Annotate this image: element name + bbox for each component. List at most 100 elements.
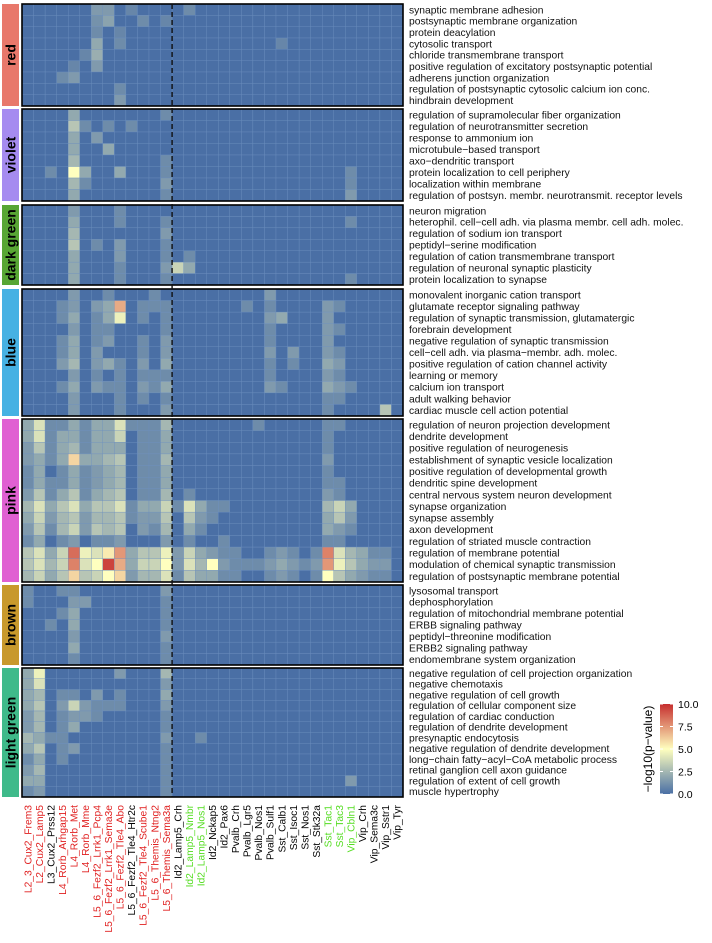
heatmap-cell: [91, 94, 103, 107]
heatmap-cell: [264, 335, 277, 347]
heatmap-cell: [56, 143, 69, 156]
group-strip-blue: [2, 289, 19, 416]
heatmap-cell: [102, 261, 115, 274]
heatmap-cell: [171, 667, 184, 679]
heatmap-cell: [322, 488, 334, 501]
heatmap-cell: [114, 558, 127, 571]
heatmap-cell: [287, 558, 300, 571]
heatmap-cell: [206, 261, 219, 274]
heatmap-cell: [264, 453, 277, 466]
heatmap-cell: [206, 216, 219, 229]
heatmap-cell: [56, 71, 69, 84]
heatmap-cell: [322, 641, 334, 654]
colorbar-title: −log10(p−value): [641, 706, 655, 793]
heatmap-cell: [322, 15, 334, 27]
heatmap-cell: [206, 49, 219, 61]
heatmap-cell: [91, 667, 103, 679]
heatmap-cell: [183, 558, 196, 571]
heatmap-cell: [322, 300, 334, 313]
heatmap-cell: [310, 558, 323, 571]
heatmap-cell: [79, 227, 92, 240]
heatmap-cell: [333, 418, 346, 431]
heatmap-cell: [356, 570, 369, 583]
heatmap-cell: [195, 418, 207, 431]
heatmap-cell: [391, 335, 404, 347]
heatmap-cell: [160, 358, 173, 370]
heatmap-cell: [171, 335, 184, 347]
heatmap-cell: [275, 404, 288, 417]
colorbar: [660, 704, 673, 794]
heatmap-cell: [44, 653, 57, 666]
heatmap-cell: [298, 678, 311, 690]
heatmap-cell: [137, 700, 150, 712]
heatmap-cell: [206, 700, 219, 712]
heatmap-cell: [125, 154, 138, 167]
heatmap-cell: [148, 743, 161, 755]
heatmap-cell: [218, 71, 230, 84]
heatmap-cell: [114, 204, 127, 217]
heatmap-cell: [310, 250, 323, 263]
heatmap-cell: [44, 273, 57, 286]
heatmap-cell: [195, 619, 207, 631]
heatmap-cell: [183, 392, 196, 405]
heatmap-cell: [252, 418, 265, 431]
heatmap-cell: [298, 204, 311, 217]
heatmap-cell: [252, 500, 265, 513]
heatmap-cell: [91, 250, 103, 263]
heatmap-cell: [275, 216, 288, 229]
heatmap-cell: [21, 678, 34, 690]
heatmap-cell: [148, 83, 161, 95]
heatmap-cell: [195, 3, 207, 16]
heatmap-cell: [322, 404, 334, 417]
heatmap-cell: [137, 120, 150, 133]
heatmap-cell: [171, 166, 184, 179]
heatmap-cell: [275, 239, 288, 251]
heatmap-cell: [391, 250, 404, 263]
heatmap-cell: [218, 381, 230, 394]
heatmap-cell: [44, 523, 57, 536]
heatmap-cell: [310, 430, 323, 443]
heatmap-cell: [322, 570, 334, 583]
heatmap-cell: [137, 596, 150, 609]
heatmap-cell: [356, 3, 369, 16]
heatmap-cell: [206, 83, 219, 95]
heatmap-cell: [160, 177, 173, 190]
heatmap-cell: [287, 26, 300, 39]
heatmap-cell: [102, 37, 115, 50]
heatmap-cell: [345, 189, 357, 202]
heatmap-cell: [241, 584, 254, 597]
heatmap-cell: [148, 418, 161, 431]
heatmap-cell: [379, 689, 392, 701]
heatmap-cell: [322, 381, 334, 394]
heatmap-cell: [44, 430, 57, 443]
heatmap-cell: [44, 465, 57, 478]
heatmap-cell: [264, 143, 277, 156]
heatmap-cell: [33, 216, 46, 229]
heatmap-cell: [125, 3, 138, 16]
heatmap-cell: [21, 721, 34, 733]
heatmap-cell: [102, 3, 115, 16]
heatmap-cell: [21, 465, 34, 478]
heatmap-cell: [114, 710, 127, 722]
heatmap-cell: [356, 678, 369, 690]
heatmap-cell: [333, 753, 346, 765]
heatmap-cell: [252, 442, 265, 455]
heatmap-cell: [356, 239, 369, 251]
heatmap-cell: [33, 442, 46, 455]
heatmap-cell: [241, 94, 254, 107]
heatmap-cell: [171, 732, 184, 744]
heatmap-cell: [137, 37, 150, 50]
heatmap-cell: [298, 511, 311, 524]
heatmap-cell: [379, 358, 392, 370]
heatmap-cell: [56, 732, 69, 744]
heatmap-cell: [171, 323, 184, 336]
heatmap-cell: [218, 764, 230, 776]
heatmap-cell: [322, 653, 334, 666]
heatmap-cell: [183, 511, 196, 524]
heatmap-cell: [322, 619, 334, 631]
heatmap-cell: [68, 743, 80, 755]
heatmap-cell: [333, 700, 346, 712]
heatmap-cell: [241, 15, 254, 27]
heatmap-cell: [275, 488, 288, 501]
heatmap-cell: [333, 442, 346, 455]
